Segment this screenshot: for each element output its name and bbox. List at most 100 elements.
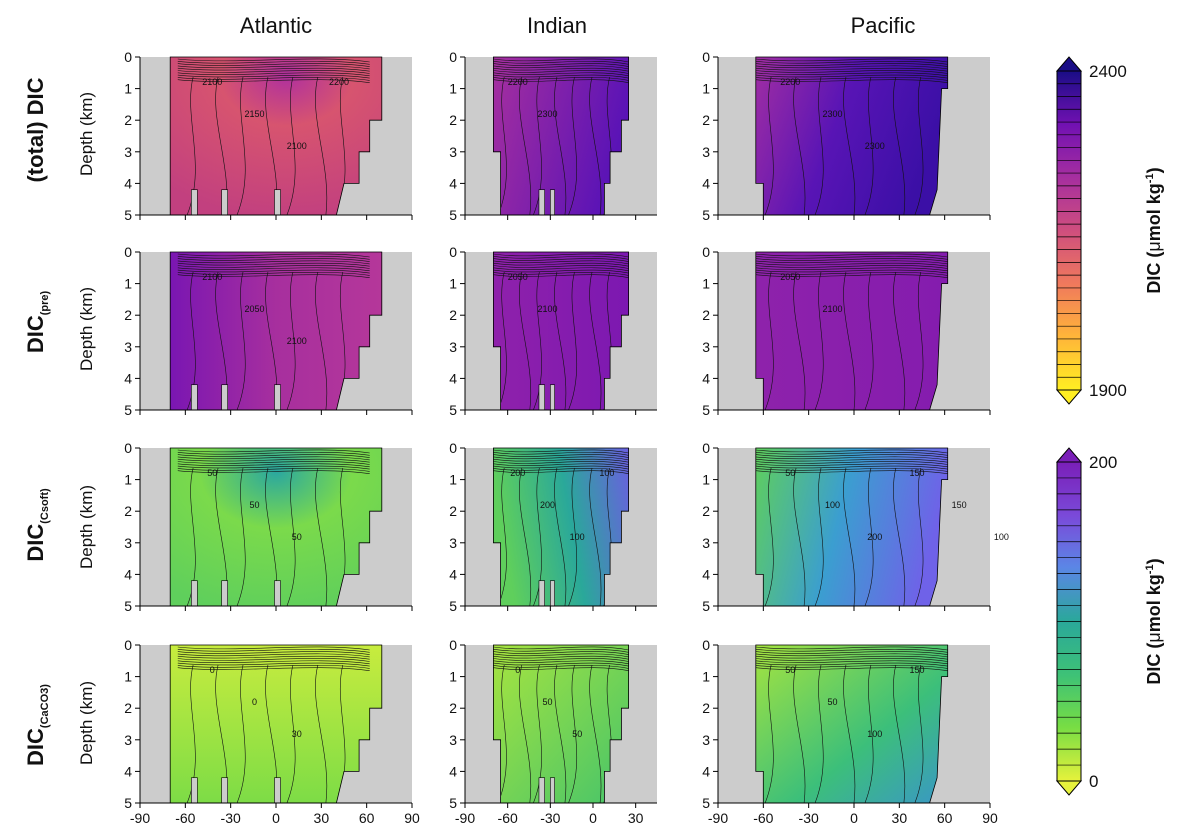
contour-label: 50 <box>785 468 795 478</box>
y-tick-label: 2 <box>449 112 457 128</box>
contour-line <box>755 258 948 262</box>
contour-line <box>177 67 370 72</box>
colorbar-1: 200 0 DIC (μmol kg-1) <box>1055 447 1164 796</box>
contour-line <box>755 272 948 276</box>
y-tick-label: 1 <box>124 81 132 97</box>
y-tick-label: 1 <box>702 81 710 97</box>
contour-label: 2050 <box>508 272 528 282</box>
y-tick-label: 0 <box>124 244 132 260</box>
y-tick-label: 2 <box>124 112 132 128</box>
panel-r3-indian: 0 50 50 0 1 2 3 4 5-90 -60 -30 0 30 <box>449 637 657 826</box>
contour-line <box>755 74 948 79</box>
colorbar-0-max-label: 2400 <box>1089 62 1127 81</box>
x-tick-label: -60 <box>753 810 773 826</box>
y-tick-label: 4 <box>449 763 457 779</box>
contour-line <box>755 265 948 269</box>
y-tick-label: 0 <box>449 244 457 260</box>
y-tick-label: 4 <box>449 566 457 582</box>
panel-grid: 2100215021002200012345220023000123452200… <box>124 49 1009 826</box>
contour-line <box>177 267 370 272</box>
contour-line <box>493 651 629 655</box>
contour-line <box>764 271 774 410</box>
contour-line <box>493 653 629 658</box>
seafloor-ridge <box>221 777 228 804</box>
contour-line <box>177 74 370 79</box>
contour-label: 2200 <box>780 77 800 87</box>
contour-line <box>755 60 948 65</box>
contour-line <box>864 271 874 410</box>
y-tick-label: 1 <box>124 472 132 488</box>
y-tick-label: 1 <box>124 276 132 292</box>
seafloor-ridge <box>221 384 228 411</box>
contour-line <box>755 454 948 458</box>
contour-line <box>914 664 924 803</box>
contour-label: 50 <box>542 697 552 707</box>
y-tick-label: 5 <box>449 598 457 614</box>
contour-line <box>493 58 629 63</box>
contour-line <box>493 67 629 72</box>
contour-line <box>177 63 370 67</box>
seafloor-ridge <box>191 189 198 216</box>
x-tick-label: -90 <box>455 810 475 826</box>
colorbars: 2400 1900 DIC (μmol kg-1) 200 0 DIC (μmol kg-… <box>1055 56 1164 796</box>
contour-line <box>533 271 542 410</box>
contour-line <box>755 269 948 274</box>
panel-r0-pacific: 2200 2300 2300 0 1 2 3 4 5 <box>702 49 991 223</box>
y-tick-label: 2 <box>124 503 132 519</box>
contour-line <box>177 665 370 669</box>
column-title-atlantic: Atlantic <box>240 13 312 38</box>
contour-line <box>493 267 629 272</box>
y-tick-label: 3 <box>124 339 132 355</box>
contour-line <box>497 271 507 410</box>
contour-line <box>493 72 629 77</box>
contour-line <box>493 260 629 265</box>
contour-line <box>286 664 296 803</box>
svg-text:DIC(Csoft): DIC(Csoft) <box>23 488 51 562</box>
row-label-0: (total) DIC <box>23 77 48 182</box>
contour-line <box>755 70 948 74</box>
contour-line <box>493 470 629 474</box>
y-tick-label: 2 <box>124 700 132 716</box>
y-tick-label: 2 <box>449 307 457 323</box>
contour-line <box>843 271 856 410</box>
contour-line <box>286 76 296 215</box>
seafloor-ridge <box>274 580 281 607</box>
contour-line <box>493 65 629 70</box>
contour-line <box>177 468 370 472</box>
colorbar-1-max-label: 200 <box>1089 453 1117 472</box>
contour-line <box>493 77 629 81</box>
contour-line <box>554 271 567 410</box>
seafloor-ridge <box>191 384 198 411</box>
contour-line <box>589 664 602 803</box>
contour-label: 2300 <box>822 109 842 119</box>
contour-line <box>493 667 629 671</box>
contour-line <box>177 60 370 65</box>
contour-line <box>814 467 824 606</box>
contour-line <box>236 467 246 606</box>
contour-line <box>755 646 948 651</box>
contour-line <box>493 658 629 662</box>
panel-r0-atlantic: 2100 2150 2100 2200 0 1 2 3 4 5 <box>124 49 413 223</box>
contour-line <box>493 461 629 465</box>
contour-label: 2050 <box>780 272 800 282</box>
contour-line <box>493 272 629 276</box>
y-tick-label: 3 <box>702 144 710 160</box>
contour-label: 200 <box>540 500 555 510</box>
y-tick-label: 0 <box>124 637 132 653</box>
contour-line <box>519 467 531 606</box>
y-tick-label: 4 <box>702 566 710 582</box>
y-tick-label: 0 <box>702 49 710 65</box>
contour-label: 200 <box>867 532 882 542</box>
y-tick-label: 3 <box>702 535 710 551</box>
y-tick-label: 0 <box>124 440 132 456</box>
panel-r2-indian: 200 200 100 100 0 1 2 3 4 5 <box>449 440 657 614</box>
colorbar-0-max-arrow <box>1055 56 1083 72</box>
contour-line <box>864 467 874 606</box>
contour-line <box>177 255 370 260</box>
y-tick-label: 4 <box>124 763 132 779</box>
y-axis-label-2: Depth (km) <box>77 485 96 569</box>
column-title-pacific: Pacific <box>851 13 916 38</box>
contour-line <box>177 70 370 74</box>
contour-line <box>755 458 948 463</box>
field-r1-indian <box>492 251 629 411</box>
